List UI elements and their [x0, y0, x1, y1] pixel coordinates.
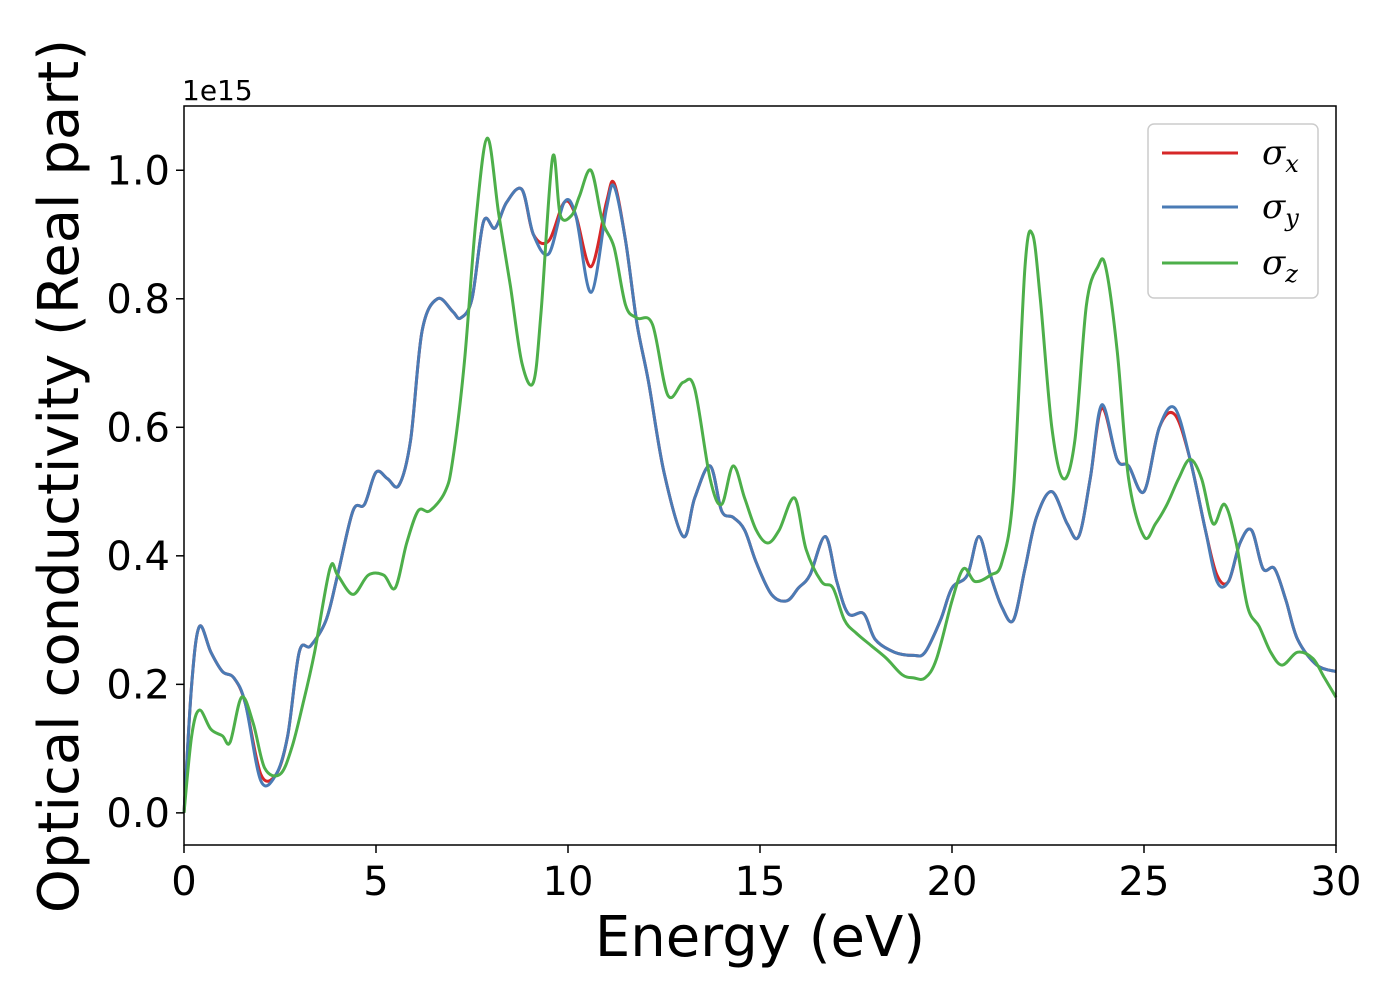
y-tick-label: 1.0	[106, 148, 170, 194]
x-axis-ticks: 0 5 10 15 20 25 30	[171, 845, 1361, 905]
legend-entry-sigma-x: σx	[1262, 133, 1299, 178]
y-tick-label: 0.6	[106, 405, 170, 451]
y-offset-label: 1e15	[182, 74, 253, 107]
x-tick-label: 25	[1119, 859, 1170, 905]
x-tick-label: 20	[927, 859, 978, 905]
y-axis-ticks: 0.0 0.2 0.4 0.6 0.8 1.0	[106, 148, 184, 837]
x-tick-label: 10	[543, 859, 594, 905]
plot-background	[184, 106, 1336, 845]
legend-frame	[1147, 123, 1319, 299]
x-tick-label: 15	[735, 859, 786, 905]
legend-entry-sigma-y: σy	[1262, 187, 1299, 232]
series-line-sigma-z	[182, 136, 1338, 814]
series-line-sigma-y	[182, 183, 1337, 813]
y-tick-label: 0.2	[106, 662, 170, 708]
y-tick-label: 0.0	[106, 791, 170, 837]
x-tick-label: 0	[171, 859, 196, 905]
legend: σx σy σz	[1147, 123, 1319, 299]
y-tick-label: 0.8	[106, 277, 170, 323]
x-axis-label: Energy (eV)	[595, 905, 925, 970]
x-tick-label: 30	[1311, 859, 1362, 905]
y-axis-label: Optical conductivity (Real part)	[27, 39, 92, 913]
y-tick-label: 0.4	[106, 534, 170, 580]
x-tick-label: 5	[363, 859, 388, 905]
legend-entry-sigma-z: σz	[1262, 243, 1298, 288]
series-layer	[182, 136, 1338, 814]
